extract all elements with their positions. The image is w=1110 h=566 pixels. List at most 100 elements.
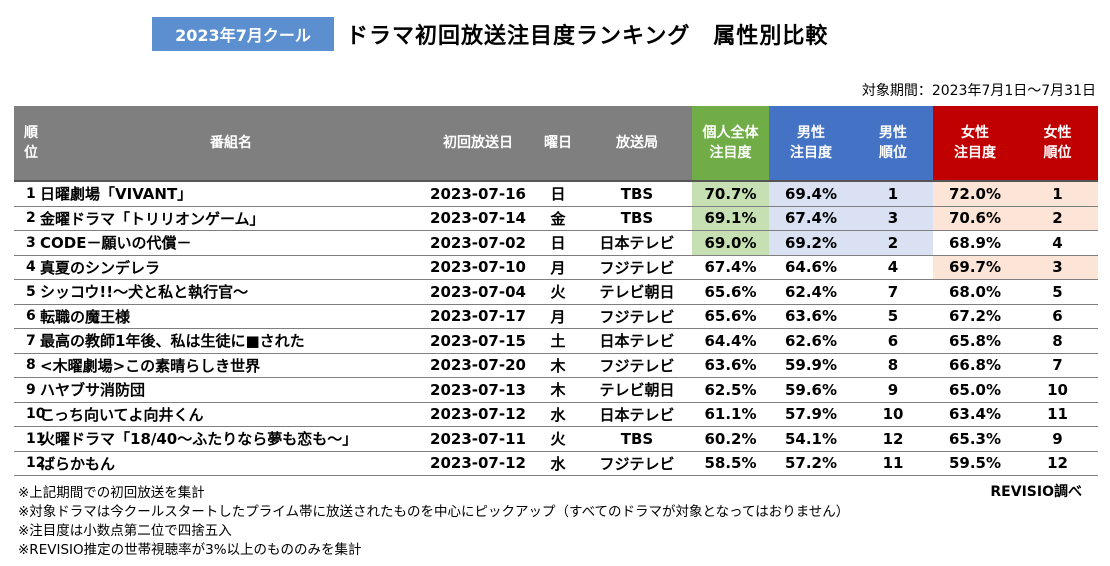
male-score-cell: 62.6% — [769, 328, 853, 354]
male-rank-cell: 4 — [853, 255, 933, 280]
station-cell: フジテレビ — [582, 304, 692, 329]
weekday-cell: 水 — [534, 402, 582, 427]
program-name-cell: ばらかもん — [40, 451, 422, 476]
station-cell: フジテレビ — [582, 451, 692, 476]
ranking-table: 順位 番組名 初回放送日 曜日 放送局 個人全体 注目度 男性 注目度 男性 順位 女… — [14, 106, 1098, 476]
female-score-cell: 69.7% — [933, 255, 1017, 280]
male-rank-cell: 12 — [853, 426, 933, 452]
table-header-row: 順位 番組名 初回放送日 曜日 放送局 個人全体 注目度 男性 注目度 男性 順位 女… — [14, 106, 1098, 182]
col-header-overall: 個人全体 注目度 — [692, 106, 769, 182]
station-cell: 日本テレビ — [582, 402, 692, 427]
male-rank-cell: 3 — [853, 206, 933, 231]
air-date-cell: 2023-07-20 — [422, 353, 534, 378]
overall-score-cell: 67.4% — [692, 255, 769, 280]
table-row: 11 火曜ドラマ「18/40〜ふたりなら夢も恋も〜」 2023-07-11 火 TBS 6… — [14, 426, 1098, 452]
male-rank-cell: 7 — [853, 279, 933, 305]
weekday-cell: 火 — [534, 279, 582, 305]
col-header-male: 男性 注目度 — [769, 106, 853, 182]
rank-cell: 8 — [14, 353, 40, 378]
female-rank-cell: 6 — [1017, 304, 1098, 329]
station-cell: 日本テレビ — [582, 230, 692, 256]
col-header-female: 女性 注目度 — [933, 106, 1017, 182]
program-name-cell: ハヤブサ消防団 — [40, 377, 422, 403]
male-score-cell: 62.4% — [769, 279, 853, 305]
season-badge: 2023年7月クール — [152, 17, 334, 51]
male-rank-cell: 10 — [853, 402, 933, 427]
program-name-cell: 火曜ドラマ「18/40〜ふたりなら夢も恋も〜」 — [40, 426, 422, 452]
female-rank-cell: 7 — [1017, 353, 1098, 378]
station-cell: TBS — [582, 206, 692, 231]
table-row: 7 最高の教師1年後、私は生徒に■された 2023-07-15 土日本テレビ 64.4%… — [14, 328, 1098, 354]
program-name-cell: 真夏のシンデレラ — [40, 255, 422, 280]
overall-score-cell: 69.0% — [692, 230, 769, 256]
overall-score-cell: 65.6% — [692, 279, 769, 305]
rank-cell: 1 — [14, 180, 40, 207]
female-score-cell: 65.3% — [933, 426, 1017, 452]
male-rank-cell: 2 — [853, 230, 933, 256]
female-rank-cell: 8 — [1017, 328, 1098, 354]
air-date-cell: 2023-07-16 — [422, 180, 534, 207]
overall-score-cell: 58.5% — [692, 451, 769, 476]
air-date-cell: 2023-07-04 — [422, 279, 534, 305]
rank-cell: 4 — [14, 255, 40, 280]
rank-cell: 12 — [14, 451, 45, 476]
female-rank-cell: 2 — [1017, 206, 1098, 231]
rank-cell: 7 — [14, 328, 40, 354]
rank-cell: 10 — [14, 402, 45, 427]
overall-score-cell: 60.2% — [692, 426, 769, 452]
program-name-cell: 転職の魔王様 — [40, 304, 422, 329]
weekday-cell: 土 — [534, 328, 582, 354]
program-name-cell: <木曜劇場>この素晴らしき世界 — [40, 353, 422, 378]
male-score-cell: 59.9% — [769, 353, 853, 378]
table-row: 3 CODE－願いの代償－ 2023-07-02 日日本テレビ 69.0% 69.2% 2 6… — [14, 230, 1098, 256]
source-credit: REVISIO調べ — [990, 484, 1082, 500]
female-score-cell: 70.6% — [933, 206, 1017, 231]
female-rank-cell: 11 — [1017, 402, 1098, 427]
weekday-cell: 木 — [534, 377, 582, 403]
male-rank-cell: 5 — [853, 304, 933, 329]
program-name-cell: 日曜劇場「VIVANT」 — [40, 180, 422, 207]
table-row: 1 日曜劇場「VIVANT」 2023-07-16 日 TBS 70.7% 69.4% 1 72… — [14, 180, 1098, 207]
period-label: 対象期間：2023年7月1日〜7月31日 — [861, 83, 1096, 99]
air-date-cell: 2023-07-17 — [422, 304, 534, 329]
female-rank-cell: 9 — [1017, 426, 1098, 452]
female-score-cell: 63.4% — [933, 402, 1017, 427]
female-score-cell: 68.9% — [933, 230, 1017, 256]
table-row: 9 ハヤブサ消防団 2023-07-13 木テレビ朝日 62.5% 59.6% 9 65.0%… — [14, 377, 1098, 403]
station-cell: TBS — [582, 180, 692, 207]
table-row: 10 こっち向いてよ向井くん 2023-07-12 水日本テレビ 61.1% 57.9% 1… — [14, 402, 1098, 427]
male-rank-cell: 11 — [853, 451, 933, 476]
overall-score-cell: 61.1% — [692, 402, 769, 427]
female-score-cell: 72.0% — [933, 180, 1017, 207]
overall-score-cell: 63.6% — [692, 353, 769, 378]
male-rank-cell: 1 — [853, 180, 933, 207]
female-score-cell: 65.8% — [933, 328, 1017, 354]
page-title: ドラマ初回放送注目度ランキング 属性別比較 — [346, 24, 829, 49]
air-date-cell: 2023-07-12 — [422, 451, 534, 476]
rank-cell: 2 — [14, 206, 40, 231]
male-score-cell: 59.6% — [769, 377, 853, 403]
col-header-rank: 順位 — [14, 106, 40, 182]
air-date-cell: 2023-07-13 — [422, 377, 534, 403]
rank-cell: 3 — [14, 230, 40, 256]
rank-cell: 5 — [14, 279, 40, 305]
female-rank-cell: 10 — [1017, 377, 1098, 403]
female-score-cell: 67.2% — [933, 304, 1017, 329]
male-score-cell: 69.2% — [769, 230, 853, 256]
weekday-cell: 金 — [534, 206, 582, 231]
table-row: 4 真夏のシンデレラ 2023-07-10 月フジテレビ 67.4% 64.6% 4 69.7… — [14, 255, 1098, 280]
male-rank-cell: 9 — [853, 377, 933, 403]
male-score-cell: 63.6% — [769, 304, 853, 329]
overall-score-cell: 62.5% — [692, 377, 769, 403]
weekday-cell: 日 — [534, 230, 582, 256]
air-date-cell: 2023-07-15 — [422, 328, 534, 354]
weekday-cell: 火 — [534, 426, 582, 452]
col-header-weekday: 曜日 — [534, 106, 582, 182]
footnote: ※対象ドラマは今クールスタートしたプライム帯に放送されたものを中心にピックアップ… — [18, 504, 850, 520]
female-score-cell: 66.8% — [933, 353, 1017, 378]
col-header-female-rank: 女性 順位 — [1017, 106, 1098, 182]
footnotes: ※上記期間での初回放送を集計 ※対象ドラマは今クールスタートしたプライム帯に放送… — [18, 484, 849, 560]
col-header-program: 番組名 — [40, 106, 422, 182]
male-score-cell: 57.9% — [769, 402, 853, 427]
weekday-cell: 月 — [534, 304, 582, 329]
